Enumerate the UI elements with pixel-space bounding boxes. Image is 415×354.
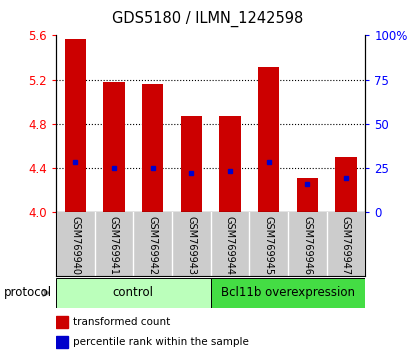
Bar	[258, 68, 279, 212]
Text: GSM769942: GSM769942	[148, 216, 158, 275]
Bar	[103, 82, 124, 212]
Bar	[181, 116, 202, 212]
Text: GSM769943: GSM769943	[186, 216, 196, 275]
Bar	[56, 316, 68, 328]
Text: GSM769941: GSM769941	[109, 216, 119, 275]
Bar	[142, 84, 163, 212]
Text: GSM769944: GSM769944	[225, 216, 235, 275]
Bar	[65, 39, 86, 212]
Text: GSM769945: GSM769945	[264, 216, 273, 275]
Text: percentile rank within the sample: percentile rank within the sample	[73, 337, 249, 347]
Bar	[56, 336, 68, 348]
Text: control: control	[113, 286, 154, 299]
Text: GSM769947: GSM769947	[341, 216, 351, 275]
Bar	[56, 278, 210, 308]
Text: GDS5180 / ILMN_1242598: GDS5180 / ILMN_1242598	[112, 11, 303, 27]
Bar	[219, 116, 241, 212]
Bar	[335, 157, 356, 212]
Text: transformed count: transformed count	[73, 317, 170, 327]
Text: GSM769946: GSM769946	[302, 216, 312, 275]
Text: GSM769940: GSM769940	[71, 216, 81, 275]
Bar	[297, 178, 318, 212]
Text: protocol: protocol	[4, 286, 52, 299]
Text: Bcl11b overexpression: Bcl11b overexpression	[221, 286, 355, 299]
Bar	[210, 278, 365, 308]
